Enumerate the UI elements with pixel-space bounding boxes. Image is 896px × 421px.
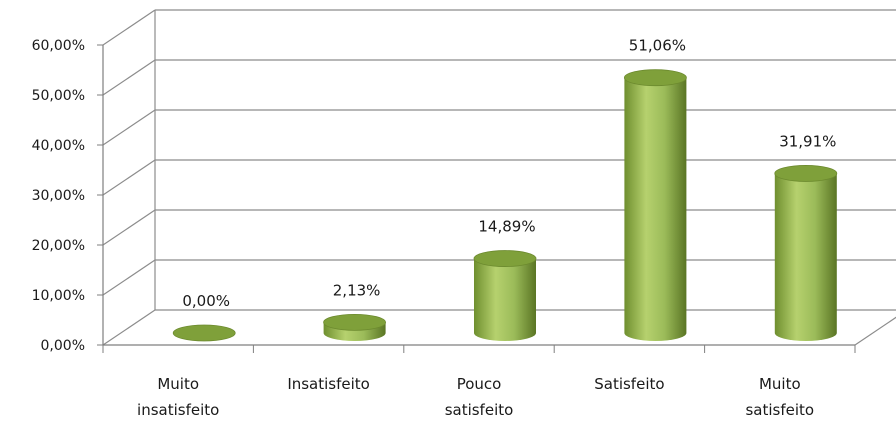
data-label: 31,91%: [779, 132, 836, 150]
side-wall-gridline: [102, 259, 156, 296]
grid-layer: [102, 9, 896, 346]
y-tick-label: 60,00%: [32, 38, 85, 54]
side-wall-gridline: [102, 109, 156, 146]
bar: [172, 324, 236, 342]
side-wall-gridline: [102, 209, 156, 246]
bar-body: [774, 173, 837, 341]
bar-top: [774, 165, 838, 182]
bar: [624, 69, 687, 341]
side-wall-gridline: [102, 309, 156, 346]
bar-top: [624, 69, 687, 87]
y-tick-label: 40,00%: [32, 138, 85, 154]
category-label: Insatisfeito: [287, 375, 370, 393]
category-label: satisfeito: [445, 401, 514, 419]
side-wall-gridline: [102, 9, 156, 46]
bar: [774, 165, 838, 341]
category-label: insatisfeito: [137, 401, 219, 419]
bar-top: [172, 324, 236, 342]
data-label: 51,06%: [629, 37, 686, 55]
category-label: Muito: [759, 375, 801, 393]
data-label: 0,00%: [182, 292, 230, 310]
side-wall-gridline: [102, 159, 156, 196]
category-label: Pouco: [457, 375, 502, 393]
bar-body: [474, 258, 536, 341]
y-tick-label: 30,00%: [32, 188, 85, 204]
bar: [473, 250, 537, 341]
y-tick-label: 10,00%: [32, 288, 85, 304]
axis-layer: [97, 44, 856, 353]
bar-body: [624, 77, 687, 341]
y-tick-label: 20,00%: [32, 238, 85, 254]
bar-top: [323, 313, 387, 331]
y-tick-label: 0,00%: [41, 338, 85, 354]
label-layer: 0,00% 10,00% 20,00% 30,00% 40,00% 50,00% 60,00…: [32, 37, 837, 419]
category-label: Muito: [157, 375, 199, 393]
floor-right-edge: [854, 316, 896, 346]
bar-layer: [172, 69, 838, 342]
category-label: Satisfeito: [594, 375, 664, 393]
data-label: 2,13%: [333, 281, 381, 299]
data-label: 14,89%: [478, 218, 535, 236]
category-label: satisfeito: [745, 401, 814, 419]
bar-top: [473, 250, 537, 267]
side-wall-gridline: [102, 59, 156, 96]
y-tick-label: 50,00%: [32, 88, 85, 104]
bar: [323, 313, 387, 341]
